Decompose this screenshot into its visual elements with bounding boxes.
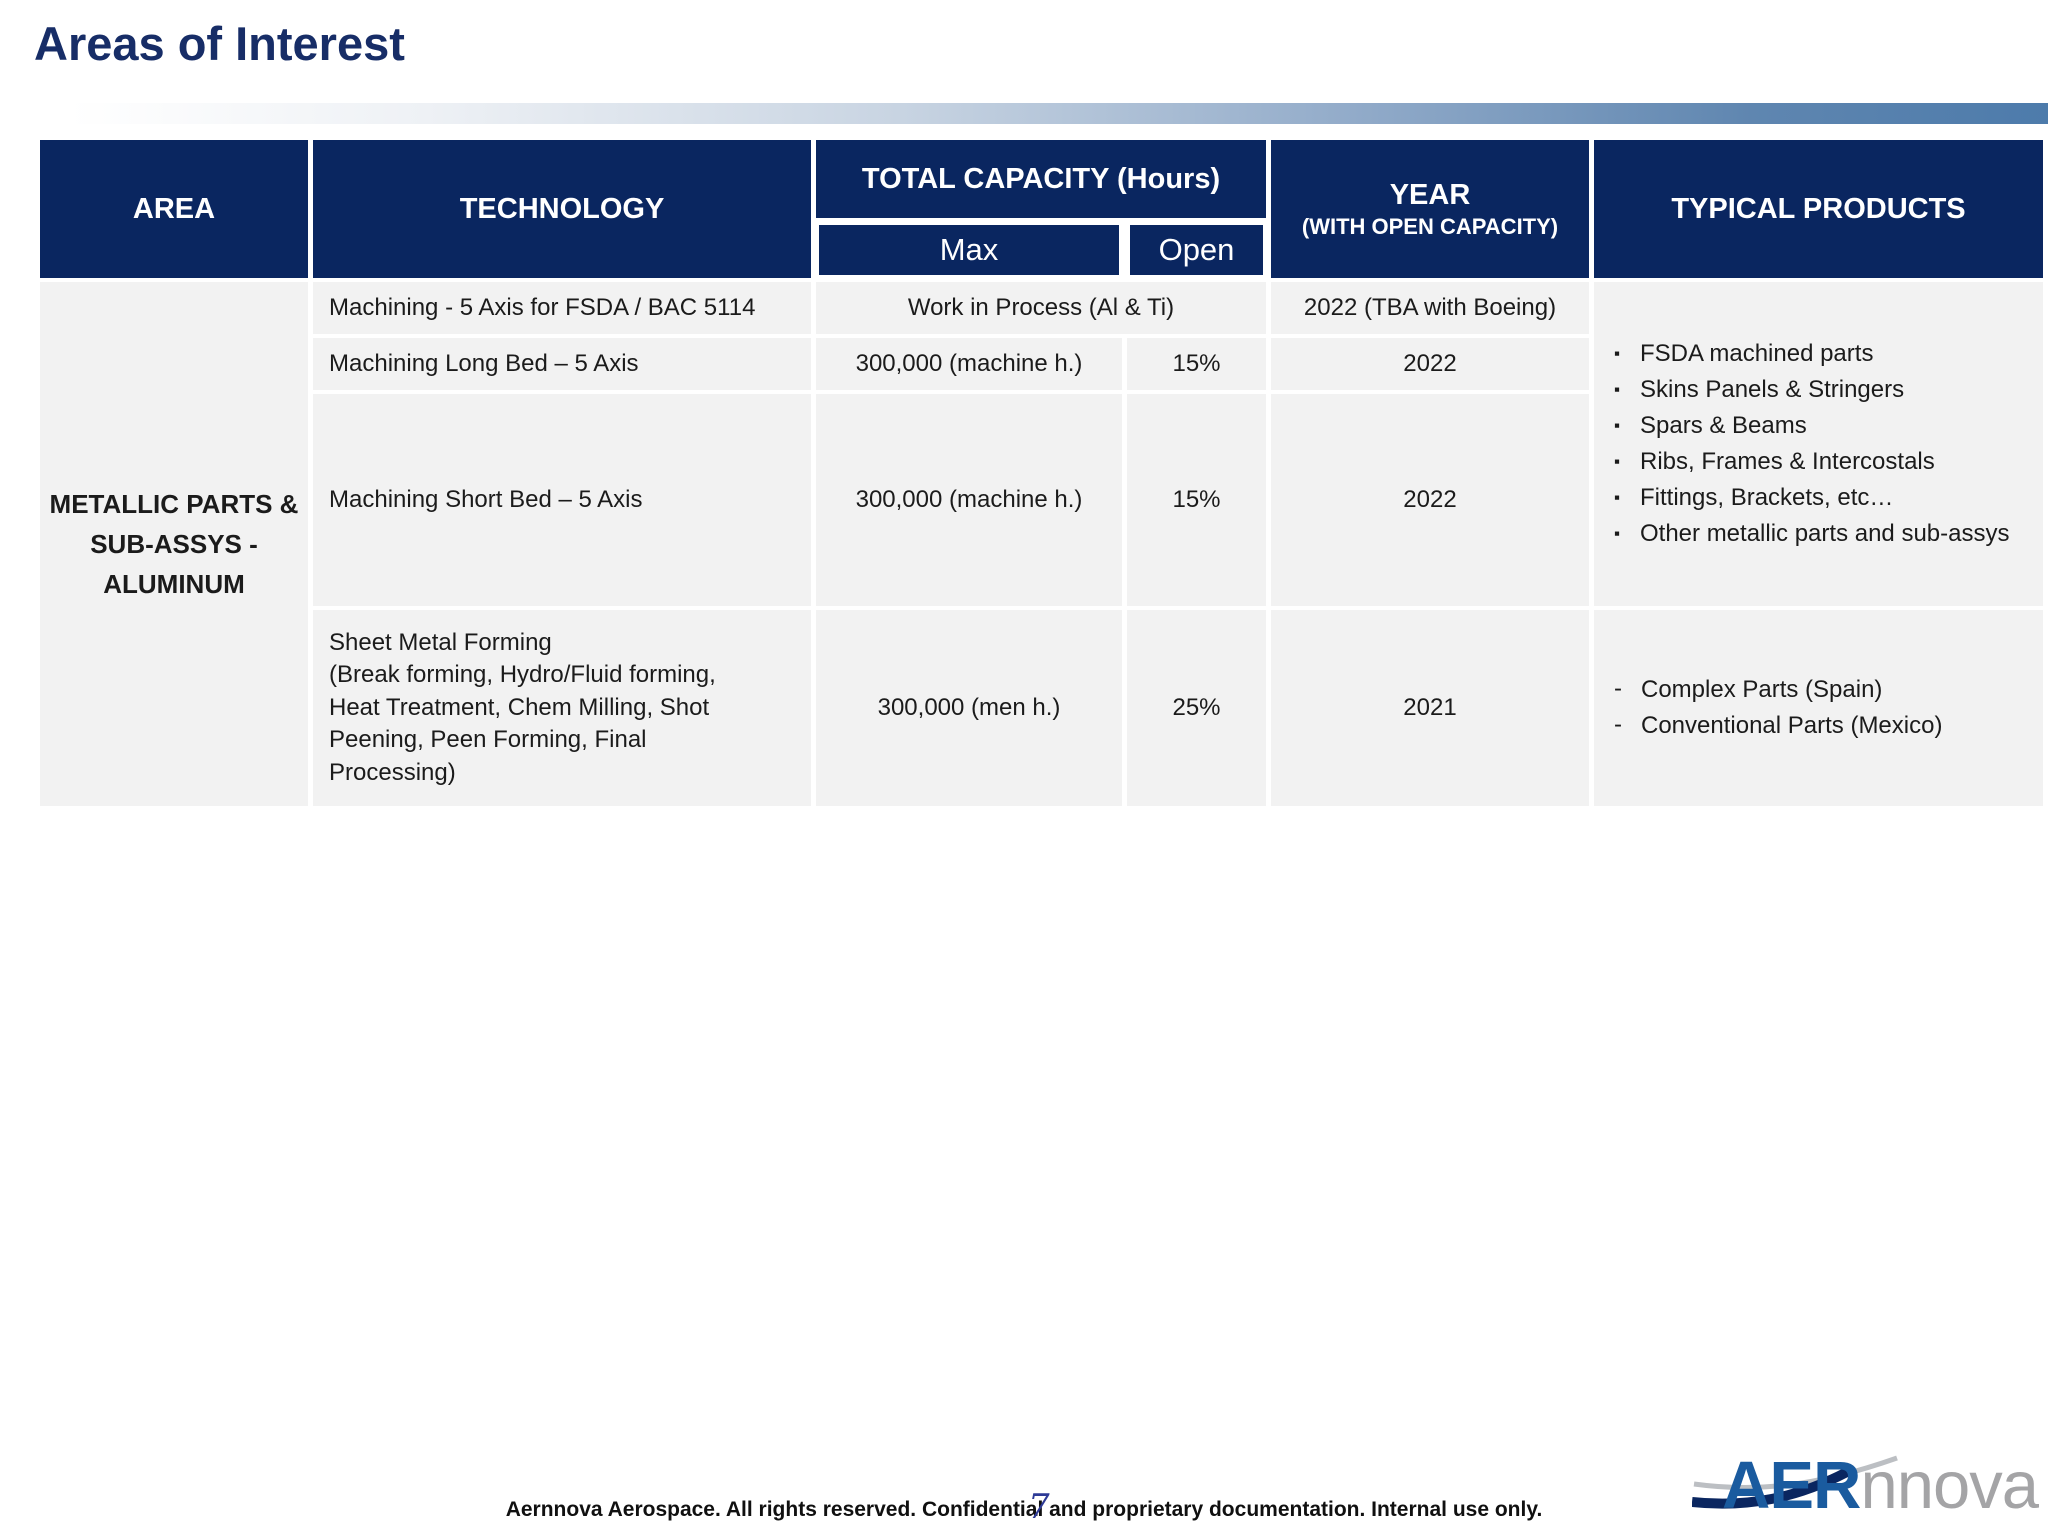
table-cell-open: 15% [1127, 338, 1266, 390]
logo-text-aer: AER [1721, 1447, 1861, 1523]
column-header-typical-products: TYPICAL PRODUCTS [1594, 140, 2043, 278]
list-item: ▪ Ribs, Frames & Intercostals [1614, 446, 2035, 478]
logo-swoosh-icon [1691, 1455, 1898, 1509]
aernnova-logo: AER nnova [1691, 1442, 2039, 1528]
list-item: - Complex Parts (Spain) [1614, 675, 1883, 704]
list-item: ▪ Skins Panels & Stringers [1614, 374, 2035, 406]
column-header-max: Max [816, 222, 1122, 278]
table-cell-capacity-span: Work in Process (Al & Ti) [816, 282, 1266, 334]
bullet-icon: ▪ [1614, 380, 1621, 399]
table-cell-year: 2021 [1271, 610, 1589, 806]
dash-icon: - [1614, 675, 1622, 703]
column-header-technology: TECHNOLOGY [313, 140, 811, 278]
page-number: 7 [1028, 1487, 1050, 1527]
year-sublabel: (WITH OPEN CAPACITY) [1301, 214, 1559, 240]
table-cell-open: 25% [1127, 610, 1266, 806]
typical-products-group-cell: ▪ FSDA machined parts ▪ Skins Panels & S… [1594, 282, 2043, 606]
table-cell-max: 300,000 (machine h.) [816, 338, 1122, 390]
areas-of-interest-table: AREA TECHNOLOGY TOTAL CAPACITY (Hours) M… [40, 140, 2043, 806]
table-cell-year: 2022 (TBA with Boeing) [1271, 282, 1589, 334]
table-cell-technology: Machining - 5 Axis for FSDA / BAC 5114 [313, 282, 811, 334]
bullet-icon: ▪ [1614, 452, 1621, 471]
list-item: - Conventional Parts (Mexico) [1614, 711, 1943, 739]
footer-confidentiality-text: Aernnova Aerospace. All rights reserved.… [505, 1498, 1543, 1521]
year-label: YEAR [1389, 179, 1471, 212]
bullet-icon: ▪ [1614, 416, 1621, 435]
table-cell-max: 300,000 (men h.) [816, 610, 1122, 806]
typical-products-bullet-list: ▪ FSDA machined parts ▪ Skins Panels & S… [1594, 334, 2043, 554]
logo-text-nnova: nnova [1860, 1447, 2039, 1523]
table-cell-open: 15% [1127, 394, 1266, 606]
title-divider-gradient [70, 103, 2048, 124]
list-item: ▪ FSDA machined parts [1614, 338, 2035, 370]
page-title: Areas of Interest [34, 17, 405, 70]
column-header-total-capacity: TOTAL CAPACITY (Hours) [816, 140, 1266, 218]
list-item: ▪ Fittings, Brackets, etc… [1614, 482, 2035, 514]
bullet-icon: ▪ [1614, 344, 1621, 363]
column-header-open: Open [1127, 222, 1266, 278]
bullet-icon: ▪ [1614, 488, 1621, 507]
area-group-cell: METALLIC PARTS & SUB-ASSYS - ALUMINUM [40, 282, 308, 806]
table-cell-technology: Machining Short Bed – 5 Axis [313, 394, 811, 606]
typical-products-group-cell: - Complex Parts (Spain) - Conventional P… [1594, 610, 2043, 806]
column-header-year: YEAR (WITH OPEN CAPACITY) [1271, 140, 1589, 278]
table-cell-year: 2022 [1271, 394, 1589, 606]
list-item: ▪ Other metallic parts and sub-assys [1614, 518, 2035, 550]
dash-icon: - [1614, 711, 1622, 738]
bullet-icon: ▪ [1614, 524, 1621, 543]
table-cell-year: 2022 [1271, 338, 1589, 390]
list-item: ▪ Spars & Beams [1614, 410, 2035, 442]
table-cell-technology: Machining Long Bed – 5 Axis [313, 338, 811, 390]
typical-products-dash-list: - Complex Parts (Spain) - Conventional P… [1594, 670, 2043, 745]
table-cell-max: 300,000 (machine h.) [816, 394, 1122, 606]
table-cell-technology: Sheet Metal Forming (Break forming, Hydr… [313, 610, 811, 806]
column-header-area: AREA [40, 140, 308, 278]
